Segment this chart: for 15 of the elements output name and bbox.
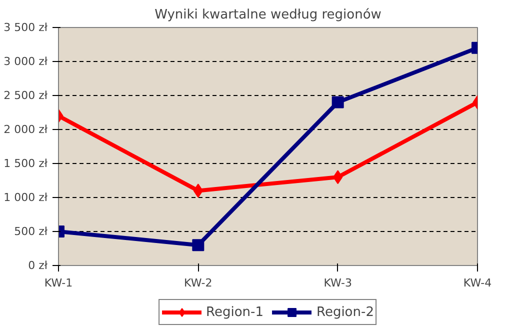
y-tick-label: 2 500 zł <box>4 89 48 102</box>
y-tick-label: 1 000 zł <box>4 191 48 204</box>
chart-title: Wyniki kwartalne według regionów <box>154 8 382 22</box>
y-tick-label: 3 000 zł <box>4 55 48 68</box>
x-tick-label: KW-4 <box>463 276 492 290</box>
y-tick-label: 3 500 zł <box>4 21 48 34</box>
x-tick-label: KW-1 <box>44 276 73 290</box>
legend-label: Region-2 <box>316 304 374 320</box>
y-tick-label: 500 zł <box>14 225 48 238</box>
x-tick-label: KW-3 <box>324 276 352 290</box>
y-tick-label: 2 000 zł <box>4 123 48 136</box>
legend-label: Region-1 <box>206 304 264 320</box>
y-tick-label: 1 500 zł <box>4 157 48 170</box>
x-tick-label: KW-2 <box>184 276 212 290</box>
y-tick-label: 0 zł <box>28 259 48 272</box>
